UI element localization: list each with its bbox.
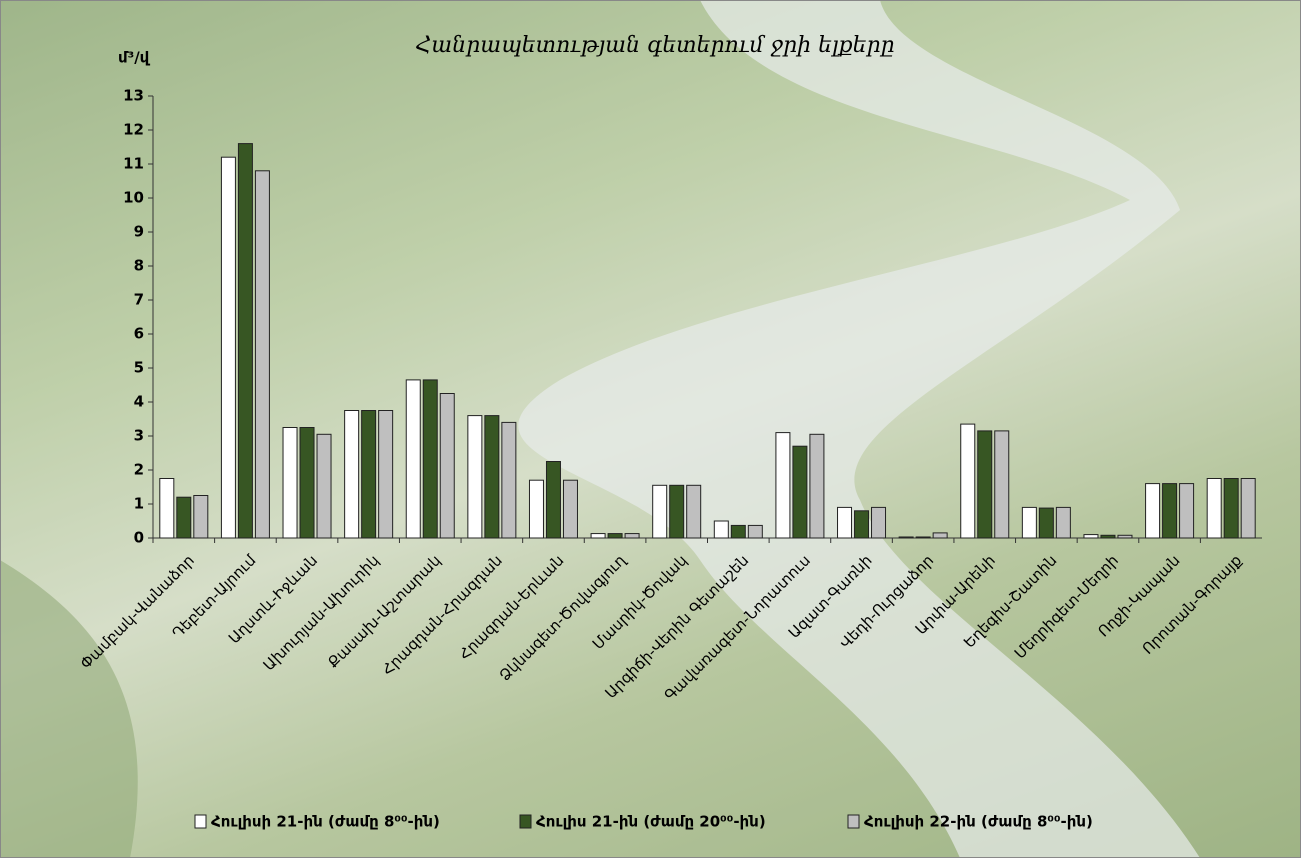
bar	[898, 536, 914, 539]
bar	[590, 533, 606, 539]
legend-swatch	[194, 814, 207, 829]
bar	[713, 520, 729, 539]
bar	[1055, 506, 1071, 539]
hill	[0, 560, 138, 858]
bar	[299, 427, 315, 539]
bar	[254, 170, 270, 539]
y-tick-label: 8	[134, 257, 144, 275]
legend-label: Հուլիս 21-ին (ժամը 20⁰⁰-ին)	[536, 813, 766, 831]
bar	[607, 533, 623, 539]
bar	[1162, 483, 1178, 539]
bar	[316, 433, 332, 539]
y-tick-label: 3	[134, 427, 144, 445]
bar	[1240, 478, 1256, 539]
river	[518, 0, 1200, 858]
legend-label: Հուլիսի 22-ին (ժամը 8⁰⁰-ին)	[864, 813, 1093, 831]
y-tick-label: 6	[134, 325, 144, 343]
bar	[747, 524, 763, 539]
y-tick-label: 9	[134, 223, 144, 241]
bar	[1223, 478, 1239, 539]
bar	[467, 415, 483, 539]
legend-label: Հուլիսի 21-ին (ժամը 8⁰⁰-ին)	[211, 813, 440, 831]
bar	[837, 506, 853, 539]
bar	[871, 506, 887, 539]
bar	[528, 479, 544, 539]
bar	[1100, 534, 1116, 539]
y-tick-label: 0	[134, 529, 144, 547]
y-tick-label: 1	[134, 495, 144, 513]
bar	[501, 421, 517, 539]
bar	[1117, 534, 1133, 539]
bar	[220, 156, 236, 539]
bar	[1083, 534, 1099, 539]
y-tick-label: 13	[123, 87, 144, 105]
bar	[361, 410, 377, 539]
y-tick-label: 5	[134, 359, 144, 377]
bar	[775, 432, 791, 539]
bar	[1145, 483, 1161, 539]
y-tick-label: 4	[134, 393, 144, 411]
y-axis-label: մ³/վ	[118, 49, 151, 67]
y-tick-label: 7	[134, 291, 144, 309]
y-tick-label: 10	[123, 189, 144, 207]
bar	[1206, 478, 1222, 539]
bar	[1021, 506, 1037, 539]
bar	[422, 379, 438, 539]
bar	[932, 532, 948, 539]
bar	[176, 496, 192, 539]
bar	[792, 445, 808, 539]
bar	[977, 430, 993, 539]
bar	[545, 461, 561, 539]
bar	[624, 533, 640, 539]
bar	[1179, 483, 1195, 539]
bar	[405, 379, 421, 539]
bar	[652, 484, 668, 539]
bar	[960, 423, 976, 539]
bar	[439, 393, 455, 539]
chart-title: Հանրապետության գետերում ջրի ելքերը	[415, 33, 894, 58]
bar	[686, 484, 702, 539]
bar	[344, 410, 360, 539]
bar	[994, 430, 1010, 539]
bar	[159, 478, 175, 539]
bar	[562, 479, 578, 539]
y-tick-label: 2	[134, 461, 144, 479]
y-tick-label: 12	[123, 121, 144, 139]
bar	[1038, 507, 1054, 539]
bar	[237, 143, 253, 539]
bar	[669, 484, 685, 539]
bar	[378, 410, 394, 539]
bar	[854, 510, 870, 539]
bar	[809, 433, 825, 539]
bar	[730, 524, 746, 539]
bar	[193, 495, 209, 539]
bar	[915, 536, 931, 539]
legend-swatch	[847, 814, 860, 829]
bar	[282, 427, 298, 539]
bar	[484, 415, 500, 539]
y-tick-label: 11	[123, 155, 144, 173]
legend-swatch	[519, 814, 532, 829]
